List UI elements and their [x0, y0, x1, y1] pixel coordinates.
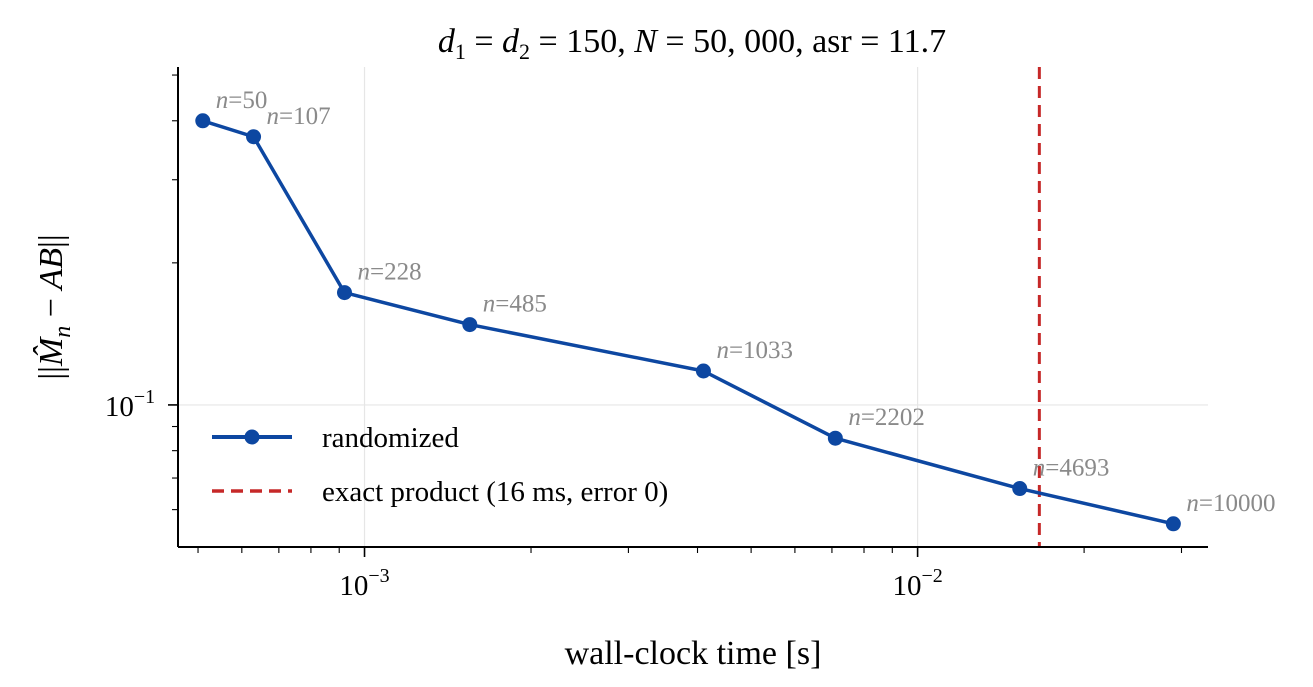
point-label: n=10000 — [1186, 490, 1275, 517]
y-tick-label: 10−1 — [105, 386, 155, 423]
legend-marker-randomized — [244, 429, 260, 445]
point-label: n=107 — [267, 103, 331, 130]
legend-label-randomized: randomized — [322, 422, 459, 454]
legend-label-exact: exact product (16 ms, error 0) — [322, 476, 668, 508]
point-labels: n=50n=107 n=228 n=485 n=1033 n=2202 n=4693 n=1… — [216, 87, 1276, 517]
data-point-randomized — [695, 363, 711, 379]
x-ticks: 10−3 10−2 — [197, 547, 1183, 602]
data-point-randomized — [336, 285, 352, 301]
point-label: n=2202 — [848, 404, 925, 431]
series-line-randomized — [202, 119, 1174, 526]
point-label: n=4693 — [1033, 455, 1110, 482]
data-point-randomized — [1012, 481, 1028, 497]
x-axis-label: wall-clock time [s] — [565, 635, 822, 672]
x-tick-label: 10−2 — [892, 565, 942, 602]
data-point-randomized — [195, 113, 211, 129]
data-point-randomized — [462, 317, 478, 333]
data-point-randomized — [1165, 516, 1181, 532]
point-label: n=50 — [216, 87, 268, 114]
grid-lines — [178, 67, 1208, 547]
legend: randomized exact product (16 ms, error 0… — [212, 422, 668, 508]
y-ticks: 10−1 — [105, 74, 178, 511]
data-point-randomized — [246, 129, 262, 145]
x-tick-label: 10−3 — [339, 565, 389, 602]
point-label: n=228 — [357, 259, 421, 286]
title-sub-1: 1 — [455, 39, 466, 64]
data-point-randomized — [827, 430, 843, 446]
chart-title: d1 = d2 = 150, N = 50, 000, asr = 11.7 — [438, 23, 946, 64]
series-group — [195, 113, 1181, 532]
title-sub-2: 2 — [519, 39, 530, 64]
point-label: n=1033 — [716, 337, 793, 364]
point-label: n=485 — [483, 291, 547, 318]
y-axis-label: ||M̂n − AB|| — [32, 234, 76, 379]
